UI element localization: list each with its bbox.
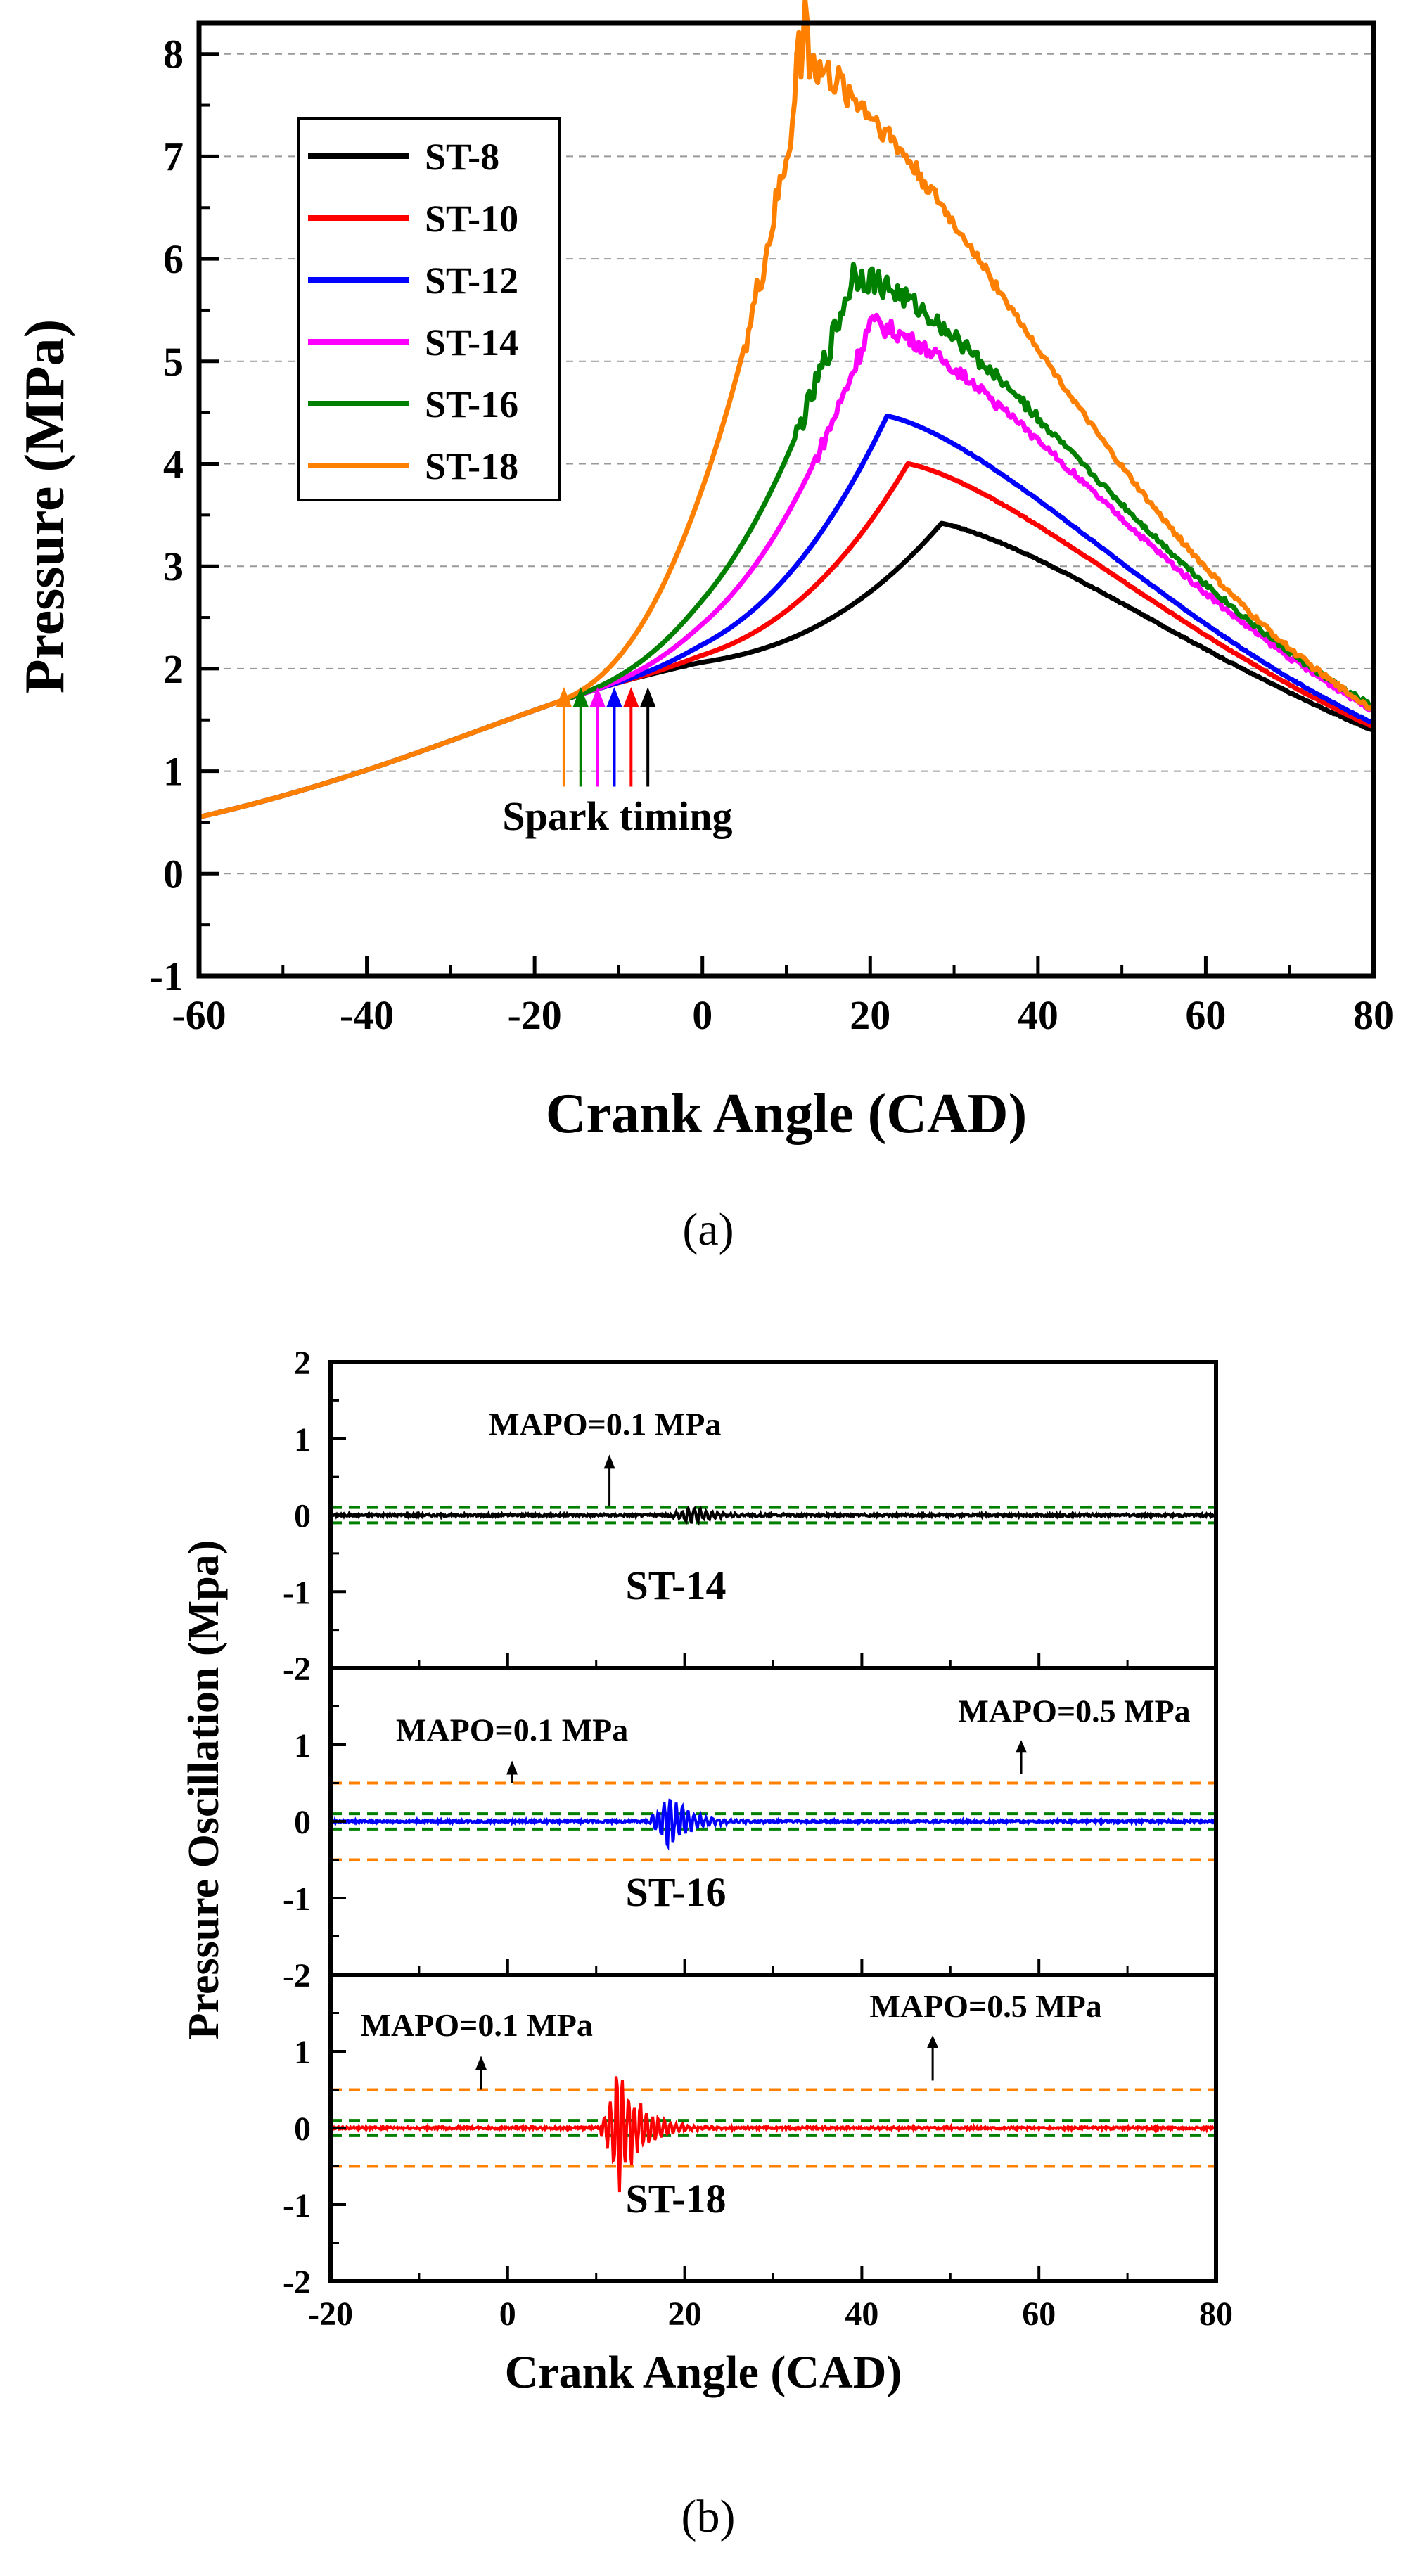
a-y-tick-label: 8 [163,32,184,77]
b-subplot-label: ST-16 [626,1869,727,1915]
b-subplot-label: ST-18 [626,2176,727,2222]
a-legend-label: ST-18 [425,445,518,487]
a-spark-arrowhead [623,686,639,707]
a-legend-label: ST-10 [425,198,518,240]
a-y-tick-labels: -1 0 1 2 3 4 5 6 7 8 [150,32,184,999]
b-x-tick-label: 60 [1022,2295,1056,2333]
b-mapo-low-label: MAPO=0.1 MPa [361,2007,593,2043]
b-mapo-low-arrowhead [475,2056,487,2070]
caption-a: (a) [682,1204,734,1255]
a-y-tick-label: 4 [163,442,184,487]
b-y-tick-label: 1 [294,1421,311,1459]
a-spark-arrows [556,686,656,787]
a-x-tick-labels: -60 -40 -20 0 20 40 60 80 [172,992,1394,1038]
a-spark-arrowhead [640,686,656,707]
b-mapo-high-arrowhead [927,2034,939,2048]
b-y-tick-label: 0 [294,2110,311,2148]
b-x-tick-label: 20 [668,2295,702,2333]
b-subplot-label: ST-14 [626,1563,727,1608]
b-y-tick-label: 1 [294,1727,311,1764]
b-y-tick-label: -2 [283,1957,311,1994]
b-y-tick-label: -2 [283,1651,311,1688]
a-series-group [198,0,1376,820]
a-series-st-8 [198,520,1375,820]
b-subplot-st-18: -2 -1 0 1 2 ST-18 MAPO=0.1 MPa MAPO=0.5 MPa [283,1957,1218,2301]
b-x-tick-label: 40 [845,2295,878,2333]
b-y-tick-label: 0 [294,1804,311,1841]
panel-b-chart: -2 -1 0 1 2 ST-14 MAPO=0.1 MPa -2 -1 0 1 2 ST-16 MAPO… [180,1345,1233,2542]
b-y-tick-label: -1 [283,2187,311,2224]
b-subplot-st-14: -2 -1 0 1 2 ST-14 MAPO=0.1 MPa [283,1345,1218,1688]
a-spark-arrowhead [606,686,622,707]
a-x-tick-label: 80 [1353,992,1394,1038]
b-subplot-st-16: -2 -1 0 1 2 ST-16 MAPO=0.1 MPa MAPO=0.5 MPa [283,1651,1218,1994]
a-legend-box [297,117,561,501]
a-x-tick-label: 60 [1185,992,1226,1038]
a-spark-arrowhead [572,686,589,707]
b-y-tick-label: -1 [283,1880,311,1918]
a-legend-label: ST-12 [425,259,518,302]
a-spark-arrowhead [556,686,572,707]
b-x-tick-label: 0 [499,2295,516,2333]
b-signal-st-16 [329,1798,1217,1851]
a-y-tick-label: 6 [163,236,184,282]
b-x-tick-labels: -20 0 20 40 60 80 [308,2295,1233,2333]
a-x-tick-label: 40 [1018,992,1058,1038]
b-x-axis-title: Crank Angle (CAD) [505,2347,902,2398]
panel-a-chart: -60 -40 -20 0 20 40 60 80 -1 0 1 2 3 4 5 6 7 8 Spark tim… [14,0,1394,1255]
b-y-axis-title: Pressure Oscillation (Mpa) [180,1540,228,2040]
a-legend-label: ST-14 [425,321,518,364]
a-y-tick-label: -1 [150,954,184,999]
a-y-axis-title: Pressure (MPa) [14,319,76,693]
b-signal-st-18 [329,2076,1217,2193]
b-mapo-high-label: MAPO=0.5 MPa [870,1988,1102,2024]
b-mapo-high-arrowhead [1016,1740,1028,1753]
a-x-tick-label: -20 [507,992,561,1038]
a-spark-timing-label: Spark timing [502,793,732,839]
b-x-tick-label: -20 [308,2295,353,2333]
a-x-tick-label: -60 [172,992,226,1038]
b-mapo-low-arrowhead [506,1760,518,1775]
b-mapo-low-arrowhead [603,1454,615,1469]
b-y-tick-label: 1 [294,2034,311,2071]
b-y-tick-label: 2 [294,1651,311,1688]
a-series-st-18 [198,0,1376,820]
b-mapo-low-label: MAPO=0.1 MPa [489,1406,721,1442]
a-y-tick-label: 5 [163,339,184,385]
b-y-tick-label: -2 [283,2264,311,2301]
a-legend-label: ST-16 [425,383,518,425]
a-x-axis-title: Crank Angle (CAD) [546,1083,1027,1145]
b-y-tick-label: 2 [294,1957,311,1994]
a-y-tick-label: 2 [163,646,184,692]
a-x-tick-label: 20 [850,992,890,1038]
a-spark-arrowhead [589,686,606,707]
b-mapo-low-label: MAPO=0.1 MPa [396,1712,628,1748]
a-legend: ST-8 ST-10 ST-12 ST-14 ST-16 ST-18 [297,117,561,501]
b-y-tick-label: 2 [294,1345,311,1382]
a-legend-label: ST-8 [425,136,499,178]
b-signal-st-14 [330,1504,1217,1526]
a-ticks [197,52,1376,978]
b-x-tick-label: 80 [1199,2295,1233,2333]
b-mapo-high-label: MAPO=0.5 MPa [958,1693,1190,1729]
b-y-tick-label: -1 [283,1574,311,1611]
caption-b: (b) [681,2491,736,2542]
a-x-tick-label: 0 [692,992,712,1038]
a-y-tick-label: 0 [163,851,184,897]
b-y-tick-label: 0 [294,1498,311,1535]
a-x-tick-label: -40 [340,992,394,1038]
a-y-tick-label: 7 [163,134,184,179]
a-y-tick-label: 1 [163,749,184,795]
a-y-tick-label: 3 [163,544,184,589]
